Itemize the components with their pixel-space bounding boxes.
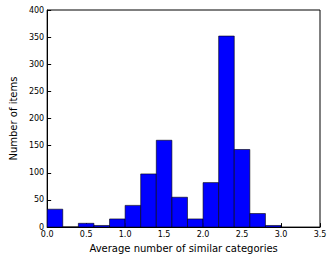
svg-text:1.0: 1.0: [119, 230, 132, 239]
svg-text:400: 400: [29, 6, 44, 15]
svg-text:250: 250: [29, 87, 44, 96]
svg-text:0.5: 0.5: [80, 230, 93, 239]
svg-text:3.5: 3.5: [314, 230, 327, 239]
svg-text:150: 150: [29, 141, 44, 150]
svg-text:200: 200: [29, 114, 44, 123]
svg-text:350: 350: [29, 33, 44, 42]
svg-text:Average number of similar cate: Average number of similar categories: [89, 243, 277, 254]
svg-text:2.0: 2.0: [197, 230, 210, 239]
svg-text:50: 50: [34, 195, 44, 204]
svg-text:1.5: 1.5: [158, 230, 171, 239]
svg-text:100: 100: [29, 168, 44, 177]
svg-text:0.0: 0.0: [41, 230, 54, 239]
svg-text:0: 0: [39, 222, 45, 232]
svg-text:2.5: 2.5: [236, 230, 249, 239]
svg-text:3.0: 3.0: [275, 230, 288, 239]
svg-text:300: 300: [29, 60, 44, 69]
svg-text:Number of items: Number of items: [8, 77, 19, 161]
